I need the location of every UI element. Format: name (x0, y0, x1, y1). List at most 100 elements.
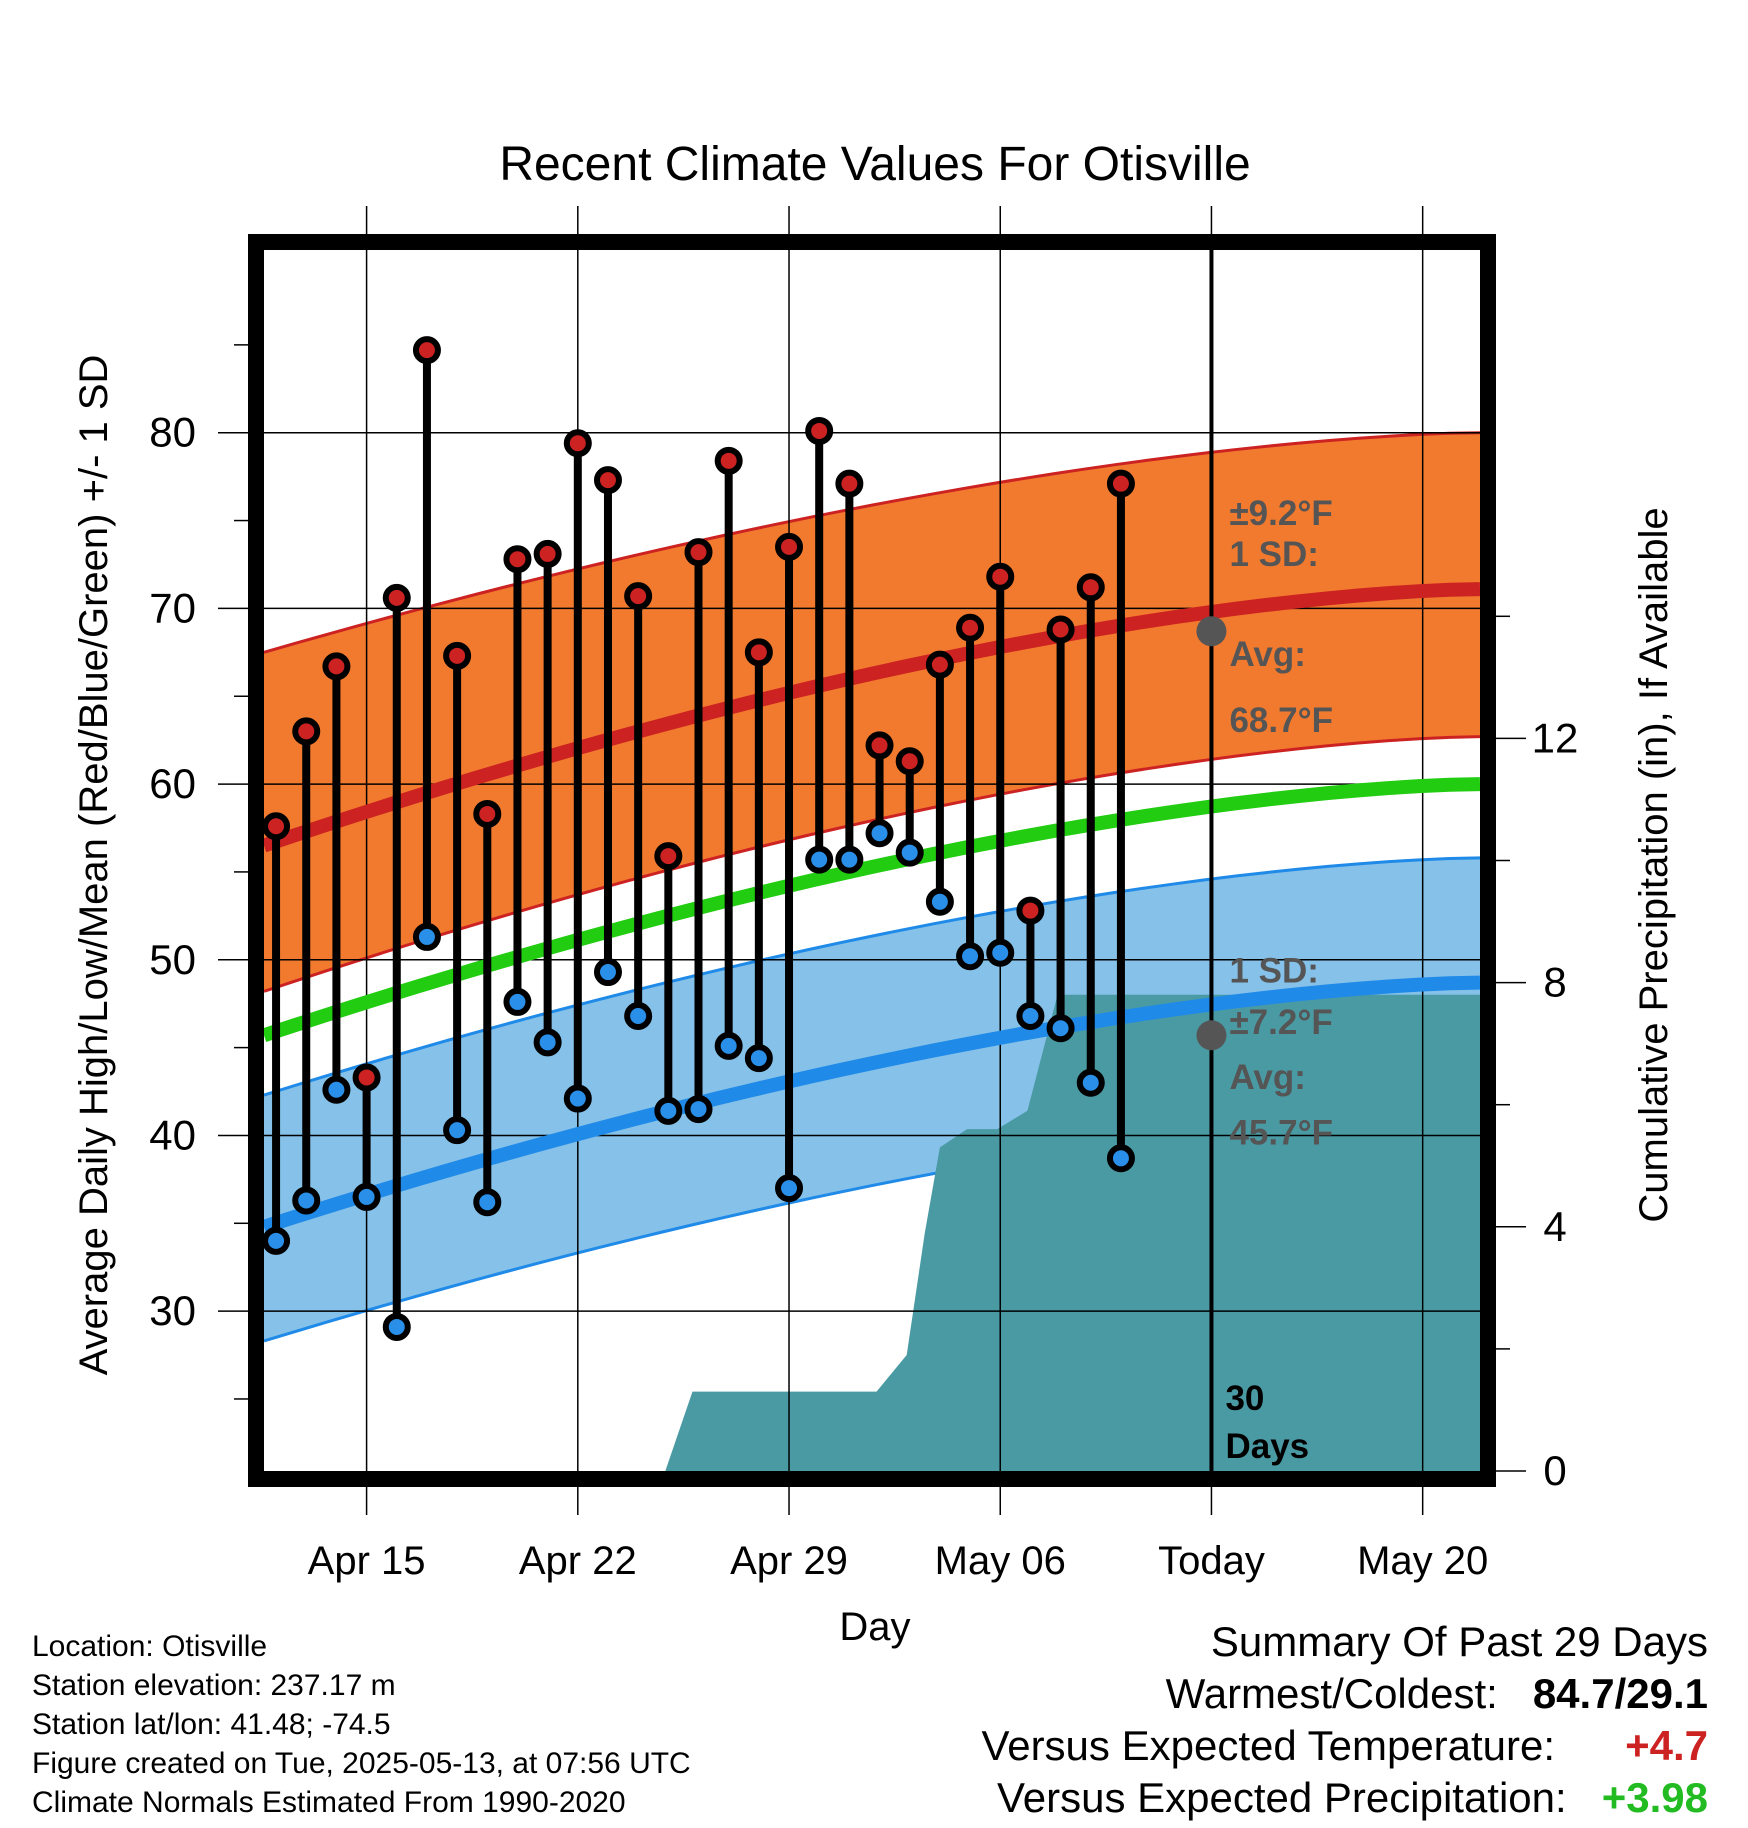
high-sd-title: 1 SD: (1229, 535, 1318, 574)
daily-high-dot (775, 532, 804, 561)
daily-low-dot (533, 1028, 562, 1057)
summary-title: Summary Of Past 29 Days (1210, 1618, 1708, 1665)
daily-high-dot (895, 747, 924, 776)
normal-high-line (261, 582, 1481, 853)
daily-range-stems (272, 350, 1125, 1327)
y2-tick-label: 12 (1532, 714, 1579, 761)
daily-high-dot (593, 466, 622, 495)
daily-high-dot (412, 336, 441, 365)
high-sd-band-lower-edge (263, 735, 1481, 993)
plot-frame (248, 234, 1496, 1487)
daily-high-dot (865, 731, 894, 760)
daily-high-dot (1046, 615, 1075, 644)
x-tick-label: Apr 29 (730, 1539, 848, 1583)
summary-temp-row: Versus Expected Temperature: +4.7 (982, 1722, 1708, 1770)
days-count: 30 (1225, 1379, 1264, 1418)
plot-border (248, 234, 1496, 1487)
footer-created: Figure created on Tue, 2025-05-13, at 07… (32, 1747, 691, 1780)
daily-low-dot (593, 958, 622, 987)
y-tick-label: 80 (149, 409, 196, 456)
summary-precip-value: +3.98 (1601, 1774, 1708, 1821)
summary-temp-value: +4.7 (1625, 1722, 1708, 1769)
daily-dots (262, 336, 1135, 1341)
y2-tick-label: 8 (1543, 959, 1566, 1006)
low-sd-title: 1 SD: (1229, 951, 1318, 990)
x-axis-label: Day (839, 1605, 910, 1649)
daily-low-dot (443, 1116, 472, 1145)
days-word: Days (1225, 1427, 1309, 1466)
x-tick-label: Today (1158, 1539, 1265, 1583)
y-tick-label: 60 (149, 760, 196, 807)
daily-low-dot (352, 1182, 381, 1211)
daily-high-dot (563, 429, 592, 458)
normal-low-line (261, 975, 1481, 1234)
summary-warmest-value: 84.7/29.1 (1532, 1670, 1708, 1717)
y2-tick-label: 0 (1543, 1447, 1566, 1494)
x-tick-label: May 20 (1357, 1539, 1488, 1583)
daily-low-dot (684, 1095, 713, 1124)
high-avg-title: Avg: (1229, 635, 1305, 674)
y-tick-label: 50 (149, 936, 196, 983)
high-sd-band-upper-edge (263, 431, 1481, 654)
daily-low-dot (895, 838, 924, 867)
precipitation-area (665, 994, 1480, 1471)
daily-low-dot (624, 1001, 653, 1030)
summary-precip-label: Versus Expected Precipitation: (997, 1774, 1567, 1821)
daily-high-dot (1106, 469, 1135, 498)
low-sd-value: ±7.2°F (1229, 1003, 1332, 1042)
daily-low-dot (925, 887, 954, 916)
daily-high-dot (654, 842, 683, 871)
x-tick-label: Apr 15 (308, 1539, 426, 1583)
footer-normals: Climate Normals Estimated From 1990-2020 (32, 1786, 626, 1819)
daily-low-dot (956, 942, 985, 971)
daily-high-dot (352, 1063, 381, 1092)
daily-high-dot (835, 469, 864, 498)
daily-high-dot (684, 538, 713, 567)
daily-high-dot (956, 613, 985, 642)
y2-tick-label: 4 (1543, 1203, 1566, 1250)
daily-low-dot (775, 1174, 804, 1203)
x-tick-label: May 06 (935, 1539, 1066, 1583)
daily-low-dot (382, 1312, 411, 1341)
summary-precip-row: Versus Expected Precipitation: +3.98 (997, 1774, 1708, 1822)
daily-high-dot (262, 812, 291, 841)
daily-low-dot (865, 819, 894, 848)
daily-low-dot (473, 1188, 502, 1217)
low-sd-band (264, 857, 1480, 1341)
sd-bands (263, 431, 1481, 1343)
footer-latlon: Station lat/lon: 41.48; -74.5 (32, 1708, 391, 1741)
y-tick-label: 70 (149, 584, 196, 631)
high-avg-marker (1196, 616, 1227, 647)
daily-high-dot (382, 583, 411, 612)
daily-low-dot (262, 1226, 291, 1255)
daily-low-dot (292, 1186, 321, 1215)
daily-low-dot (1046, 1014, 1075, 1043)
daily-high-dot (533, 539, 562, 568)
daily-high-dot (744, 638, 773, 667)
y-tick-label: 30 (149, 1287, 196, 1334)
low-avg-title: Avg: (1229, 1058, 1305, 1097)
daily-high-dot (292, 717, 321, 746)
daily-low-dot (503, 987, 532, 1016)
daily-low-dot (1106, 1144, 1135, 1173)
low-sd-band-upper-edge (263, 856, 1481, 1097)
daily-high-dot (624, 582, 653, 611)
daily-low-dot (322, 1075, 351, 1104)
daily-low-dot (986, 938, 1015, 967)
daily-high-dot (714, 446, 743, 475)
high-sd-value: ±9.2°F (1229, 494, 1332, 533)
daily-high-dot (322, 652, 351, 681)
cumulative-precipitation-fill (665, 994, 1480, 1471)
daily-high-dot (805, 416, 834, 445)
high-avg-value: 68.7°F (1229, 701, 1333, 740)
daily-low-dot (412, 922, 441, 951)
summary-temp-label: Versus Expected Temperature: (981, 1722, 1556, 1769)
normal-lines (261, 582, 1481, 1234)
low-avg-marker (1196, 1020, 1227, 1051)
summary-warmest-row: Warmest/Coldest: 84.7/29.1 (1166, 1670, 1708, 1718)
chart-title: Recent Climate Values For Otisville (499, 138, 1250, 191)
summary-warmest-label: Warmest/Coldest: (1165, 1670, 1498, 1717)
daily-high-dot (503, 545, 532, 574)
